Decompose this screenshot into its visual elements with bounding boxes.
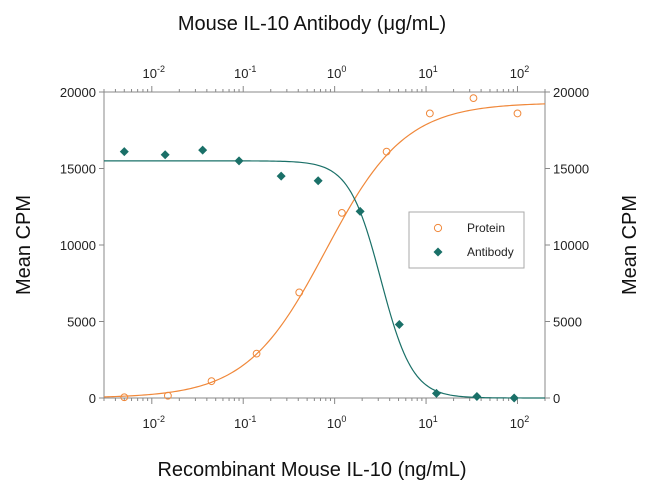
x-tick-label-top: 10-2 — [143, 64, 165, 81]
fit-curve-protein — [103, 103, 546, 398]
point-protein — [120, 393, 129, 402]
y-ticks: 0 0 5000 5000 10000 10000 15000 15000 20000 20000 — [60, 85, 589, 406]
x-tick-label-bottom: 100 — [327, 414, 346, 431]
point-antibody — [355, 206, 365, 216]
legend-label-antibody: Antibody — [467, 245, 514, 259]
point-protein — [207, 377, 216, 386]
point-protein — [425, 109, 434, 118]
x-tick-label-top: 101 — [418, 64, 437, 81]
x-axis-label: Recombinant Mouse IL-10 (ng/mL) — [157, 459, 466, 481]
data-points — [119, 94, 522, 403]
x-tick-label-bottom: 10-2 — [143, 414, 165, 431]
point-antibody — [472, 391, 482, 401]
point-protein — [295, 288, 304, 297]
point-antibody — [119, 147, 129, 157]
fit-curve-antibody — [104, 160, 545, 399]
fit-curves — [103, 103, 546, 399]
point-antibody — [313, 176, 323, 186]
x-tick-label-bottom: 101 — [418, 414, 437, 431]
chart-title: Mouse IL-10 Antibody (μg/mL) — [178, 13, 446, 35]
y-tick-label-left: 10000 — [60, 238, 96, 253]
x-tick-label-bottom: 102 — [510, 414, 529, 431]
y-tick-label-left: 20000 — [60, 85, 96, 100]
x-ticks: 10-2 10-2 10-1 10-1 100 100 101 101 102 102 — [103, 64, 546, 431]
y-tick-label-right: 15000 — [553, 162, 589, 177]
point-antibody — [394, 320, 404, 330]
point-antibody — [509, 393, 519, 403]
legend-label-protein: Protein — [467, 221, 505, 235]
point-antibody — [431, 388, 441, 398]
legend-marker-protein — [433, 223, 443, 233]
point-protein — [163, 391, 172, 400]
legend-marker-antibody — [433, 247, 443, 257]
y-tick-label-left: 5000 — [67, 315, 96, 330]
legend: Protein Antibody — [408, 211, 525, 269]
y-tick-label-left: 0 — [89, 391, 96, 406]
point-protein — [513, 109, 522, 118]
point-antibody — [276, 171, 286, 181]
y-tick-label-right: 0 — [553, 391, 560, 406]
point-antibody — [160, 150, 170, 160]
y-axis-label: Mean CPM — [13, 195, 35, 295]
point-protein — [382, 147, 391, 156]
point-protein — [469, 94, 478, 103]
legend-box — [408, 211, 525, 269]
point-protein — [252, 349, 261, 358]
point-antibody — [234, 156, 244, 166]
y-axis-label-right: Mean CPM — [619, 195, 641, 295]
x-tick-label-bottom: 10-1 — [234, 414, 256, 431]
point-protein — [337, 208, 346, 217]
y-tick-label-right: 5000 — [553, 315, 582, 330]
y-tick-label-left: 15000 — [60, 162, 96, 177]
x-tick-label-top: 10-1 — [234, 64, 256, 81]
y-tick-label-right: 20000 — [553, 85, 589, 100]
y-tick-label-right: 10000 — [553, 238, 589, 253]
x-tick-label-top: 100 — [327, 64, 346, 81]
point-antibody — [198, 145, 208, 155]
x-tick-label-top: 102 — [510, 64, 529, 81]
